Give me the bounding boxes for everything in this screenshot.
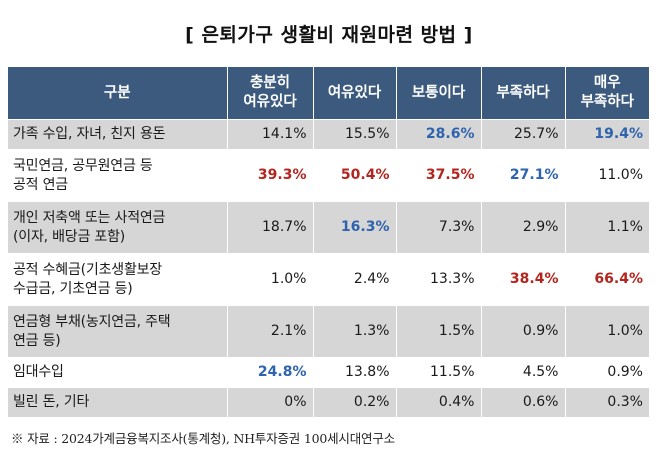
- table-cell: 0.9%: [565, 357, 649, 388]
- column-header: 구분: [8, 67, 228, 120]
- table-row: 개인 저축액 또는 사적연금 (이자, 배당금 포함) 18.7% 16.3% 7…: [8, 201, 649, 254]
- table-cell: 15.5%: [313, 119, 397, 150]
- table-cell: 39.3%: [227, 149, 314, 202]
- table-cell: 14.1%: [227, 119, 314, 150]
- table-cell: 2.4%: [313, 253, 397, 306]
- table-cell: 38.4%: [481, 253, 566, 306]
- table-cell: 4.5%: [481, 357, 566, 388]
- table-cell: 66.4%: [565, 253, 649, 306]
- table-row: 빌린 돈, 기타 0% 0.2% 0.4% 0.6% 0.3%: [8, 387, 649, 418]
- column-header: 매우 부족하다: [565, 67, 649, 120]
- row-label: 공적 수혜금(기초생활보장 수급금, 기초연금 등): [8, 253, 228, 306]
- table-row: 임대수입 24.8% 13.8% 11.5% 4.5% 0.9%: [8, 357, 649, 388]
- row-label: 국민연금, 공무원연금 등 공적 연금: [8, 149, 228, 202]
- table-cell: 28.6%: [396, 119, 482, 150]
- table-cell: 13.3%: [396, 253, 482, 306]
- table-cell: 11.0%: [565, 149, 649, 202]
- table-cell: 13.8%: [313, 357, 397, 388]
- column-header: 여유있다: [313, 67, 397, 120]
- table-cell: 2.9%: [481, 201, 566, 254]
- table-cell: 7.3%: [396, 201, 482, 254]
- row-label: 가족 수입, 자녀, 친지 용돈: [8, 119, 228, 150]
- table-row: 연금형 부채(농지연금, 주택 연금 등) 2.1% 1.3% 1.5% 0.9%…: [8, 305, 649, 358]
- table-cell: 1.0%: [227, 253, 314, 306]
- row-label: 임대수입: [8, 357, 228, 388]
- row-label: 연금형 부채(농지연금, 주택 연금 등): [8, 305, 228, 358]
- table-cell: 37.5%: [396, 149, 482, 202]
- table-cell: 1.1%: [565, 201, 649, 254]
- table-cell: 16.3%: [313, 201, 397, 254]
- table-row: 가족 수입, 자녀, 친지 용돈 14.1% 15.5% 28.6% 25.7%…: [8, 119, 649, 150]
- table-cell: 0%: [227, 387, 314, 418]
- table-cell: 1.5%: [396, 305, 482, 358]
- table-cell: 0.3%: [565, 387, 649, 418]
- table-cell: 25.7%: [481, 119, 566, 150]
- table-cell: 18.7%: [227, 201, 314, 254]
- table-cell: 0.2%: [313, 387, 397, 418]
- row-label: 개인 저축액 또는 사적연금 (이자, 배당금 포함): [8, 201, 228, 254]
- column-header: 충분히 여유있다: [227, 67, 314, 120]
- table-cell: 1.0%: [565, 305, 649, 358]
- table-cell: 1.3%: [313, 305, 397, 358]
- data-table: 구분 충분히 여유있다 여유있다 보통이다 부족하다 매우 부족하다 가족 수입, …: [8, 67, 649, 418]
- source-note: ※ 자료 : 2024가계금융복지조사(통계청), NH투자증권 100세시대연…: [11, 431, 395, 446]
- table-cell: 50.4%: [313, 149, 397, 202]
- table-cell: 11.5%: [396, 357, 482, 388]
- table-cell: 27.1%: [481, 149, 566, 202]
- table-row: 공적 수혜금(기초생활보장 수급금, 기초연금 등) 1.0% 2.4% 13.3…: [8, 253, 649, 306]
- table-header-row: 구분 충분히 여유있다 여유있다 보통이다 부족하다 매우 부족하다: [8, 67, 649, 120]
- table-cell: 0.9%: [481, 305, 566, 358]
- column-header: 보통이다: [396, 67, 482, 120]
- table-cell: 0.6%: [481, 387, 566, 418]
- table-cell: 2.1%: [227, 305, 314, 358]
- table-cell: 19.4%: [565, 119, 649, 150]
- table-cell: 24.8%: [227, 357, 314, 388]
- column-header: 부족하다: [481, 67, 566, 120]
- page-title: [ 은퇴가구 생활비 재원마련 방법 ]: [185, 24, 473, 46]
- table-cell: 0.4%: [396, 387, 482, 418]
- table-row: 국민연금, 공무원연금 등 공적 연금 39.3% 50.4% 37.5% 27.…: [8, 149, 649, 202]
- row-label: 빌린 돈, 기타: [8, 387, 228, 418]
